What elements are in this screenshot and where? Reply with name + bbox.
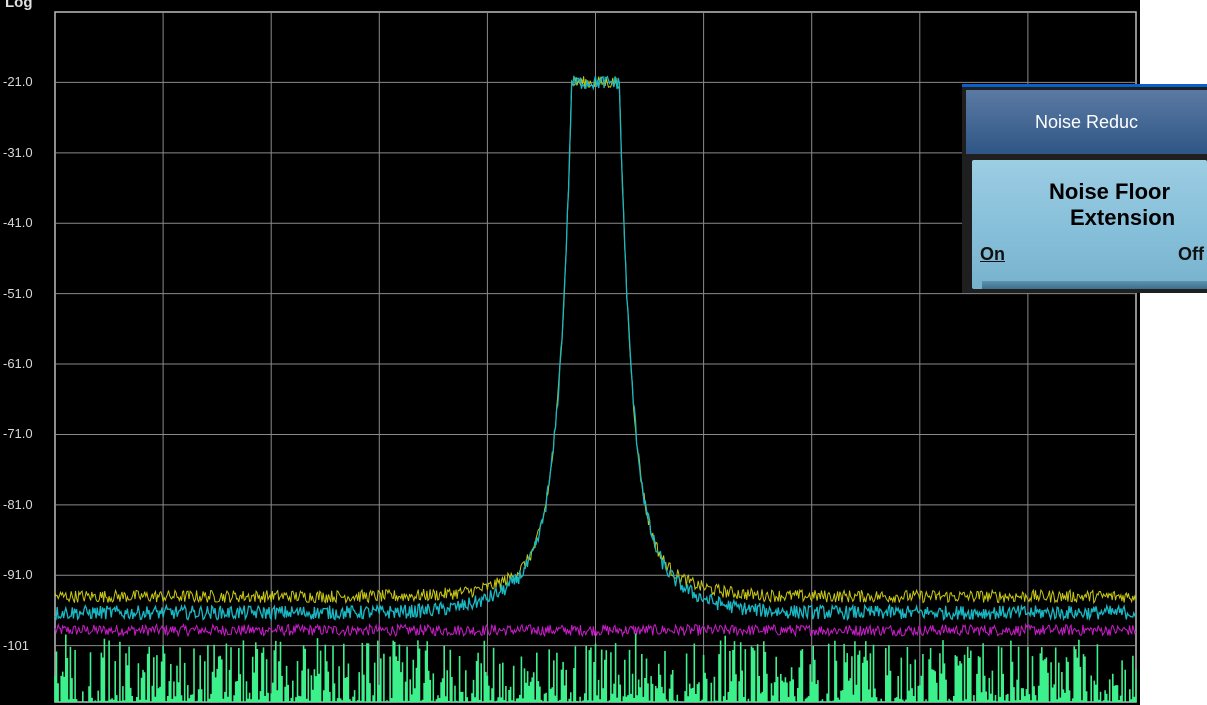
y-tick-label: -41.0	[3, 215, 33, 231]
y-tick-label: -61.0	[3, 356, 33, 372]
y-tick-label: -21.0	[3, 74, 33, 90]
option-on: On	[980, 244, 1005, 264]
trace-4	[54, 633, 1137, 702]
option-off: Off	[1178, 244, 1204, 264]
y-tick-label: -51.0	[3, 285, 33, 301]
traces	[54, 75, 1137, 702]
y-tick-label: -71.0	[3, 426, 33, 442]
noise-floor-extension-softkey[interactable]: Noise Floor Extension On Off	[972, 160, 1207, 289]
scale-label: Log	[5, 0, 33, 11]
trace-2	[54, 75, 1137, 622]
y-tick-label: -81.0	[3, 496, 33, 512]
y-tick-label: -101	[3, 637, 30, 653]
softkey-panel: Noise Reduc Noise Floor Extension On Off	[962, 84, 1207, 293]
softkey-label-line2: Extension	[1070, 205, 1176, 230]
softkey-bevel	[982, 281, 1207, 289]
y-tick-label: -91.0	[3, 567, 33, 583]
softkey-menu-title: Noise Reduc	[966, 90, 1207, 154]
softkey-label-line1: Noise Floor	[1049, 179, 1171, 204]
trace-3	[54, 622, 1137, 638]
y-tick-label: -31.0	[3, 144, 33, 160]
